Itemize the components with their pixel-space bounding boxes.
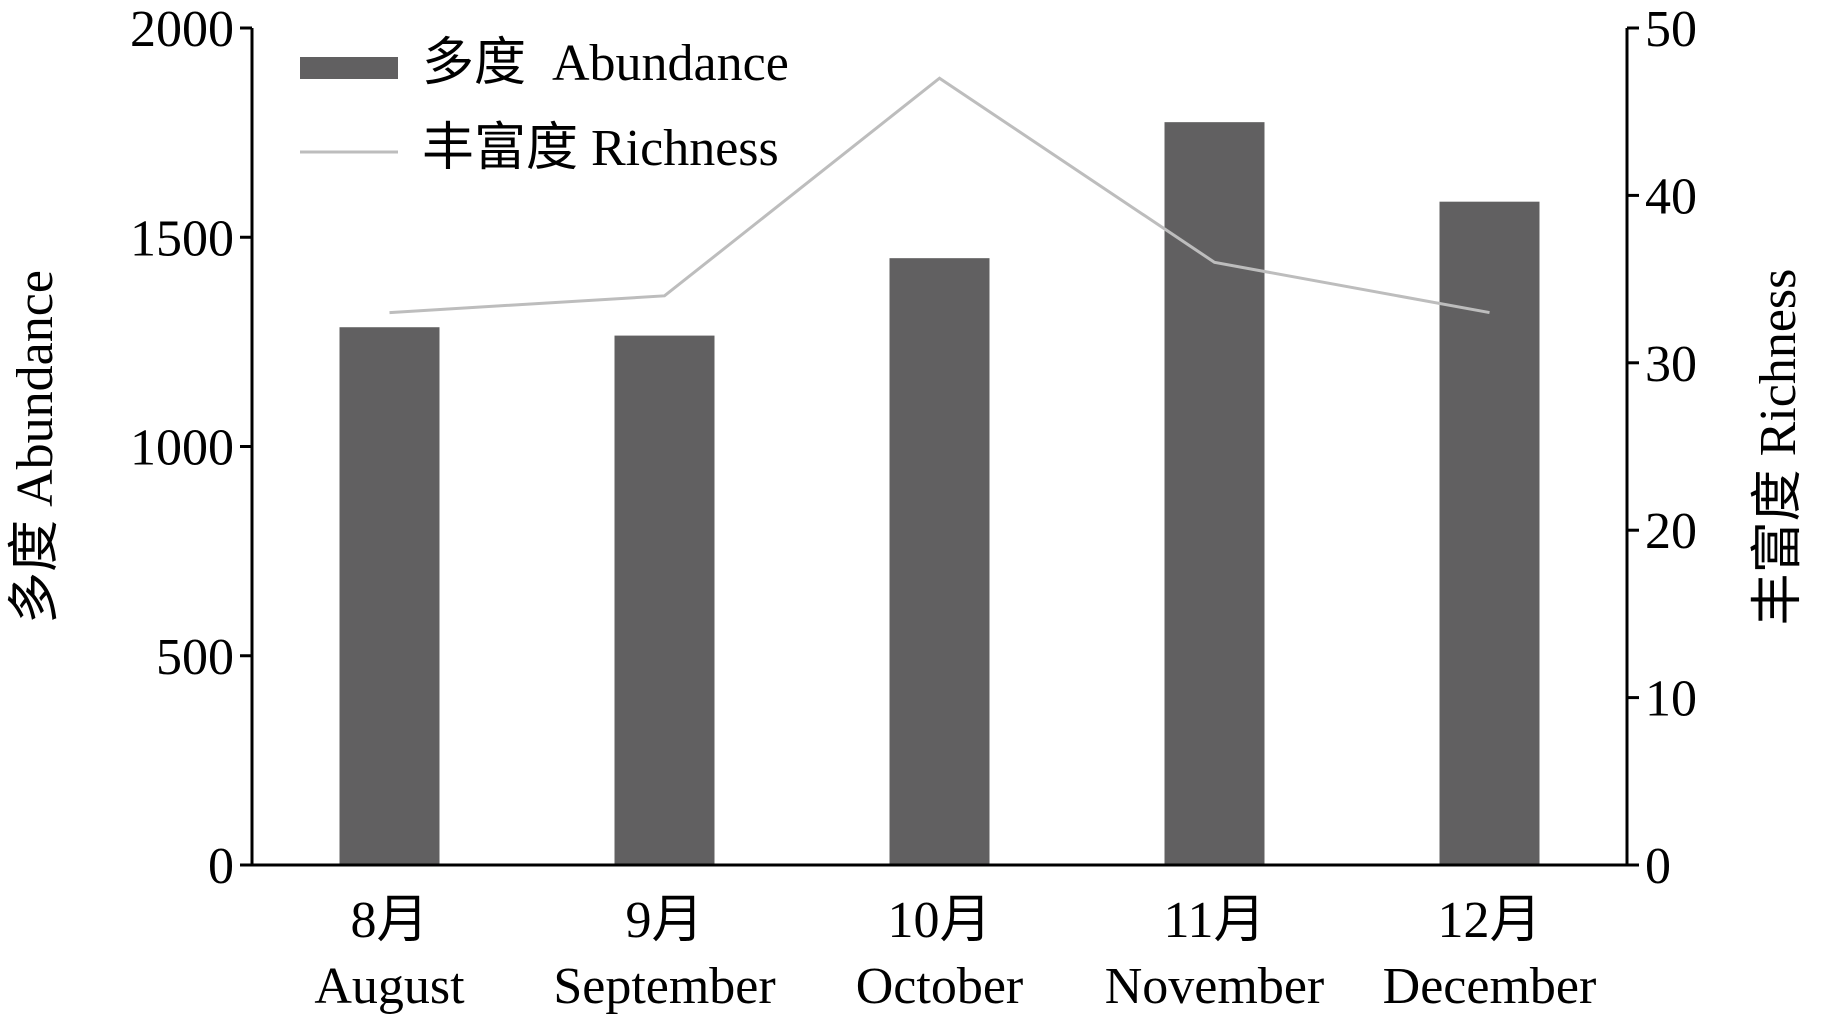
category-name-label: August bbox=[314, 958, 465, 1015]
abundance-bar-1 bbox=[614, 335, 715, 865]
category-name-label: December bbox=[1383, 958, 1597, 1015]
plot-area bbox=[339, 76, 1540, 866]
right-tick-label: 10 bbox=[1645, 671, 1697, 728]
left-axis-title: 多度 Abundance bbox=[7, 270, 64, 624]
legend-abundance-label: 多度 Abundance bbox=[422, 35, 789, 92]
legend: 多度 Abundance 丰富度 Richness bbox=[300, 35, 789, 177]
left-tick-label: 1000 bbox=[130, 420, 234, 477]
left-tick-label: 2000 bbox=[130, 1, 234, 58]
category-name-label: November bbox=[1105, 958, 1324, 1015]
legend-richness-label: 丰富度 Richness bbox=[422, 120, 779, 177]
category-month-label: 8月 bbox=[350, 892, 428, 949]
right-tick-label: 40 bbox=[1645, 168, 1697, 225]
abundance-bar-0 bbox=[339, 327, 440, 865]
right-tick-label: 50 bbox=[1645, 1, 1697, 58]
right-y-ticks: 0 10 20 30 40 50 bbox=[1627, 1, 1697, 895]
abundance-bar-2 bbox=[889, 258, 990, 865]
right-tick-label: 0 bbox=[1645, 838, 1671, 895]
abundance-bar-3 bbox=[1164, 122, 1265, 866]
category-month-label: 10月 bbox=[887, 892, 991, 949]
right-axis-title: 丰富度 Richness bbox=[1750, 269, 1807, 626]
legend-abundance-swatch bbox=[300, 57, 398, 79]
category-name-label: October bbox=[856, 958, 1023, 1015]
category-month-label: 9月 bbox=[625, 892, 703, 949]
left-y-ticks: 0 500 1000 1500 2000 bbox=[130, 1, 252, 895]
abundance-bar-4 bbox=[1439, 201, 1540, 866]
category-month-label: 11月 bbox=[1163, 892, 1265, 949]
right-tick-label: 30 bbox=[1645, 336, 1697, 393]
category-name-label: September bbox=[553, 958, 775, 1015]
right-tick-label: 20 bbox=[1645, 503, 1697, 560]
x-category-labels: 8月 August 9月 September 10月 October 11月 November… bbox=[314, 892, 1596, 1015]
left-tick-label: 0 bbox=[208, 838, 234, 895]
left-tick-label: 500 bbox=[156, 629, 234, 686]
richness-line bbox=[389, 76, 1490, 315]
category-month-label: 12月 bbox=[1437, 892, 1541, 949]
left-tick-label: 1500 bbox=[130, 210, 234, 267]
